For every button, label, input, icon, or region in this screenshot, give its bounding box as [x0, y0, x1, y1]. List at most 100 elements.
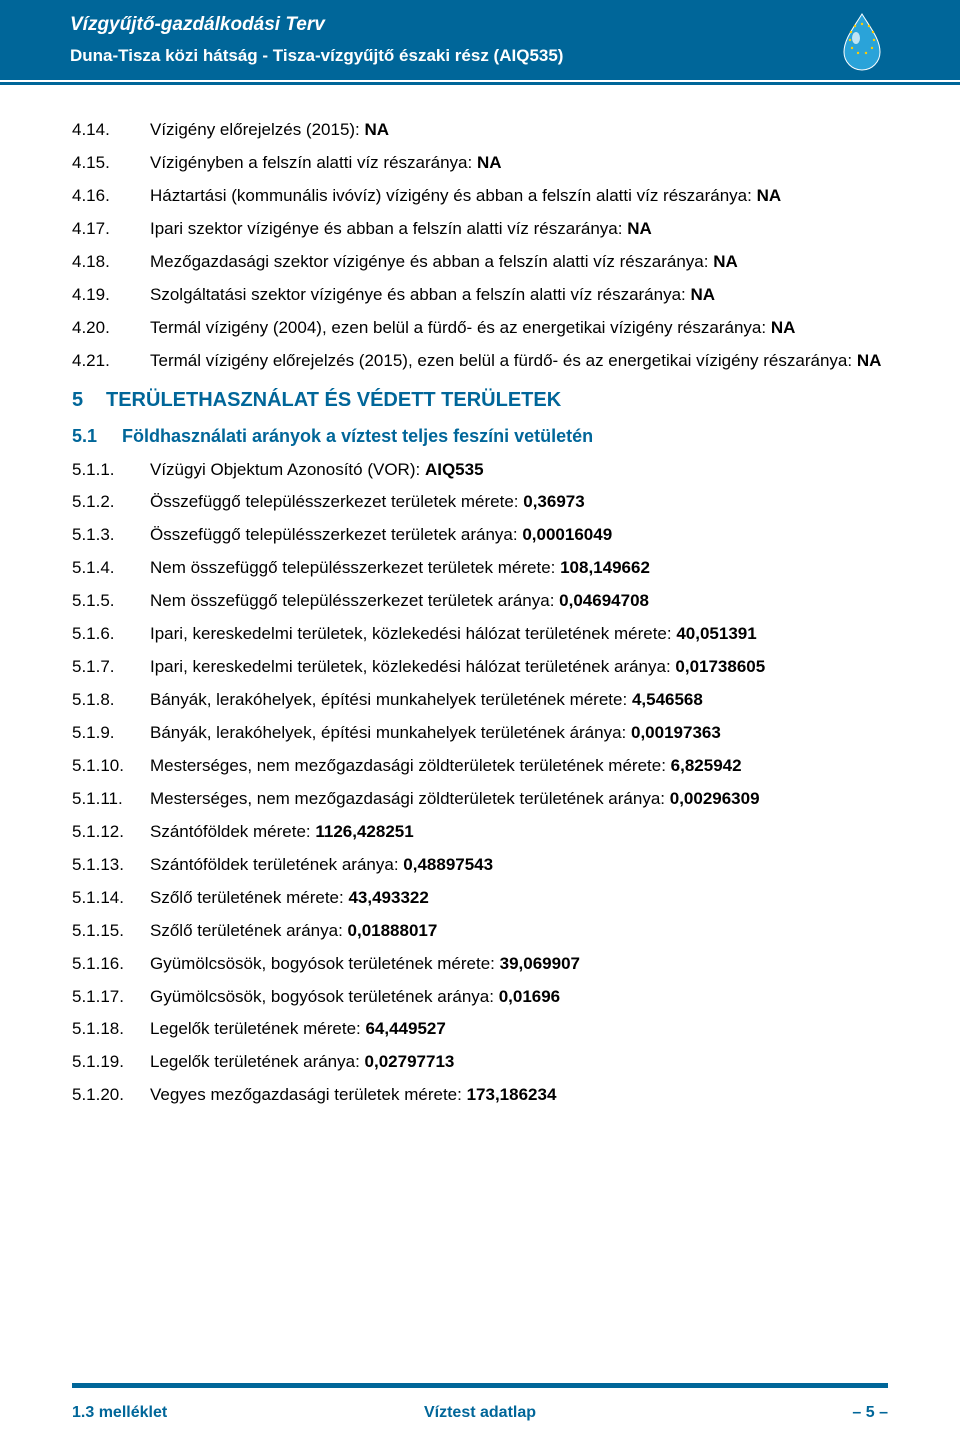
- section-num: 5: [72, 389, 106, 412]
- item-text: Vízigényben a felszín alatti víz részará…: [150, 153, 477, 172]
- item-value: 0,01888017: [348, 921, 438, 940]
- doc-subtitle: Duna-Tisza közi hátság - Tisza-vízgyűjtő…: [70, 46, 890, 66]
- item-num: 5.1.11.: [72, 788, 150, 811]
- item-num: 5.1.13.: [72, 854, 150, 877]
- list-item: 5.1.5.Nem összefüggő településszerkezet …: [72, 590, 888, 613]
- item-value: NA: [771, 318, 796, 337]
- footer-left: 1.3 melléklet: [72, 1404, 167, 1422]
- item-num: 4.21.: [72, 350, 150, 373]
- item-value: NA: [365, 120, 390, 139]
- item-value: 0,02797713: [365, 1052, 455, 1071]
- footer-right: – 5 –: [852, 1404, 888, 1422]
- item-text: Mesterséges, nem mezőgazdasági zöldterül…: [150, 756, 671, 775]
- item-text: Bányák, lerakóhelyek, építési munkahelye…: [150, 690, 632, 709]
- item-num: 5.1.19.: [72, 1051, 150, 1074]
- list-item: 5.1.17.Gyümölcsösök, bogyósok területéne…: [72, 986, 888, 1009]
- item-num: 4.17.: [72, 218, 150, 241]
- item-text: Szolgáltatási szektor vízigénye és abban…: [150, 285, 691, 304]
- item-text: Legelők területének aránya:: [150, 1052, 365, 1071]
- item-value: NA: [713, 252, 738, 271]
- item-value: 0,48897543: [403, 855, 493, 874]
- list-item: 4.14.Vízigény előrejelzés (2015): NA: [72, 119, 888, 142]
- list-item: 5.1.16.Gyümölcsösök, bogyósok területéne…: [72, 953, 888, 976]
- item-text: Mezőgazdasági szektor vízigénye és abban…: [150, 252, 713, 271]
- list-item: 5.1.4.Nem összefüggő településszerkezet …: [72, 557, 888, 580]
- item-text: Vízügyi Objektum Azonosító (VOR):: [150, 460, 425, 479]
- item-value: 173,186234: [467, 1085, 557, 1104]
- item-text: Bányák, lerakóhelyek, építési munkahelye…: [150, 723, 631, 742]
- item-value: NA: [757, 186, 782, 205]
- item-value: 64,449527: [365, 1019, 445, 1038]
- list-item: 5.1.8.Bányák, lerakóhelyek, építési munk…: [72, 689, 888, 712]
- list-item: 4.16.Háztartási (kommunális ivóvíz) vízi…: [72, 185, 888, 208]
- item-num: 5.1.2.: [72, 491, 150, 514]
- section-heading: 5TERÜLETHASZNÁLAT ÉS VÉDETT TERÜLETEK: [72, 389, 888, 412]
- list-item: 5.1.18.Legelők területének mérete: 64,44…: [72, 1018, 888, 1041]
- list-item: 5.1.19.Legelők területének aránya: 0,027…: [72, 1051, 888, 1074]
- item-text: Szőlő területének mérete:: [150, 888, 348, 907]
- item-num: 5.1.6.: [72, 623, 150, 646]
- footer: 1.3 melléklet Víztest adatlap – 5 –: [72, 1404, 888, 1422]
- item-value: NA: [691, 285, 716, 304]
- list-item: 5.1.10.Mesterséges, nem mezőgazdasági zö…: [72, 755, 888, 778]
- item-num: 5.1.16.: [72, 953, 150, 976]
- item-value: 0,00016049: [522, 525, 612, 544]
- list-item: 5.1.2.Összefüggő településszerkezet terü…: [72, 491, 888, 514]
- item-text: Vízigény előrejelzés (2015):: [150, 120, 365, 139]
- item-text: Ipari szektor vízigénye és abban a felsz…: [150, 219, 627, 238]
- item-value: 6,825942: [671, 756, 742, 775]
- item-value: 39,069907: [500, 954, 580, 973]
- content: 4.14.Vízigény előrejelzés (2015): NA 4.1…: [0, 85, 960, 1107]
- list-item: 5.1.3.Összefüggő településszerkezet terü…: [72, 524, 888, 547]
- item-num: 5.1.1.: [72, 459, 150, 482]
- footer-divider: [72, 1383, 888, 1388]
- item-value: 0,36973: [523, 492, 584, 511]
- item-value: 0,00197363: [631, 723, 721, 742]
- item-num: 5.1.14.: [72, 887, 150, 910]
- item-text: Ipari, kereskedelmi területek, közlekedé…: [150, 657, 675, 676]
- section-title: TERÜLETHASZNÁLAT ÉS VÉDETT TERÜLETEK: [106, 389, 561, 411]
- item-text: Legelők területének mérete:: [150, 1019, 365, 1038]
- list-item: 5.1.7.Ipari, kereskedelmi területek, köz…: [72, 656, 888, 679]
- eu-water-drop-icon: [834, 10, 890, 74]
- item-text: Nem összefüggő településszerkezet terüle…: [150, 558, 560, 577]
- item-num: 5.1.20.: [72, 1084, 150, 1107]
- item-value: 0,01696: [499, 987, 560, 1006]
- item-text: Háztartási (kommunális ivóvíz) vízigény …: [150, 186, 757, 205]
- item-num: 5.1.15.: [72, 920, 150, 943]
- item-num: 5.1.17.: [72, 986, 150, 1009]
- item-num: 4.20.: [72, 317, 150, 340]
- item-value: NA: [627, 219, 652, 238]
- doc-header: Vízgyűjtő-gazdálkodási Terv Duna-Tisza k…: [0, 0, 960, 80]
- list-item: 4.15.Vízigényben a felszín alatti víz ré…: [72, 152, 888, 175]
- item-text: Szántóföldek területének aránya:: [150, 855, 403, 874]
- item-text: Összefüggő településszerkezet területek …: [150, 492, 523, 511]
- subsection-heading: 5.1Földhasználati arányok a víztest telj…: [72, 426, 888, 447]
- item-text: Gyümölcsösök, bogyósok területének arány…: [150, 987, 499, 1006]
- item-num: 5.1.5.: [72, 590, 150, 613]
- item-text: Termál vízigény (2004), ezen belül a für…: [150, 318, 771, 337]
- list-item: 5.1.20.Vegyes mezőgazdasági területek mé…: [72, 1084, 888, 1107]
- subsection-title: Földhasználati arányok a víztest teljes …: [122, 426, 593, 446]
- list-item: 5.1.14.Szőlő területének mérete: 43,4933…: [72, 887, 888, 910]
- item-num: 4.15.: [72, 152, 150, 175]
- list-item: 5.1.9.Bányák, lerakóhelyek, építési munk…: [72, 722, 888, 745]
- footer-center: Víztest adatlap: [72, 1404, 888, 1422]
- item-value: 0,00296309: [670, 789, 760, 808]
- item-text: Összefüggő településszerkezet területek …: [150, 525, 522, 544]
- doc-title: Vízgyűjtő-gazdálkodási Terv: [70, 14, 890, 36]
- item-value: 108,149662: [560, 558, 650, 577]
- list-item: 5.1.12.Szántóföldek mérete: 1126,428251: [72, 821, 888, 844]
- item-text: Gyümölcsösök, bogyósok területének méret…: [150, 954, 500, 973]
- item-value: 1126,428251: [315, 822, 413, 841]
- item-value: 0,01738605: [675, 657, 765, 676]
- item-text: Szőlő területének aránya:: [150, 921, 348, 940]
- list-item: 4.20.Termál vízigény (2004), ezen belül …: [72, 317, 888, 340]
- item-text: Termál vízigény előrejelzés (2015), ezen…: [150, 351, 857, 370]
- item-text: Szántóföldek mérete:: [150, 822, 315, 841]
- item-num: 5.1.3.: [72, 524, 150, 547]
- item-num: 4.18.: [72, 251, 150, 274]
- item-text: Mesterséges, nem mezőgazdasági zöldterül…: [150, 789, 670, 808]
- item-num: 5.1.18.: [72, 1018, 150, 1041]
- list-item: 5.1.6.Ipari, kereskedelmi területek, köz…: [72, 623, 888, 646]
